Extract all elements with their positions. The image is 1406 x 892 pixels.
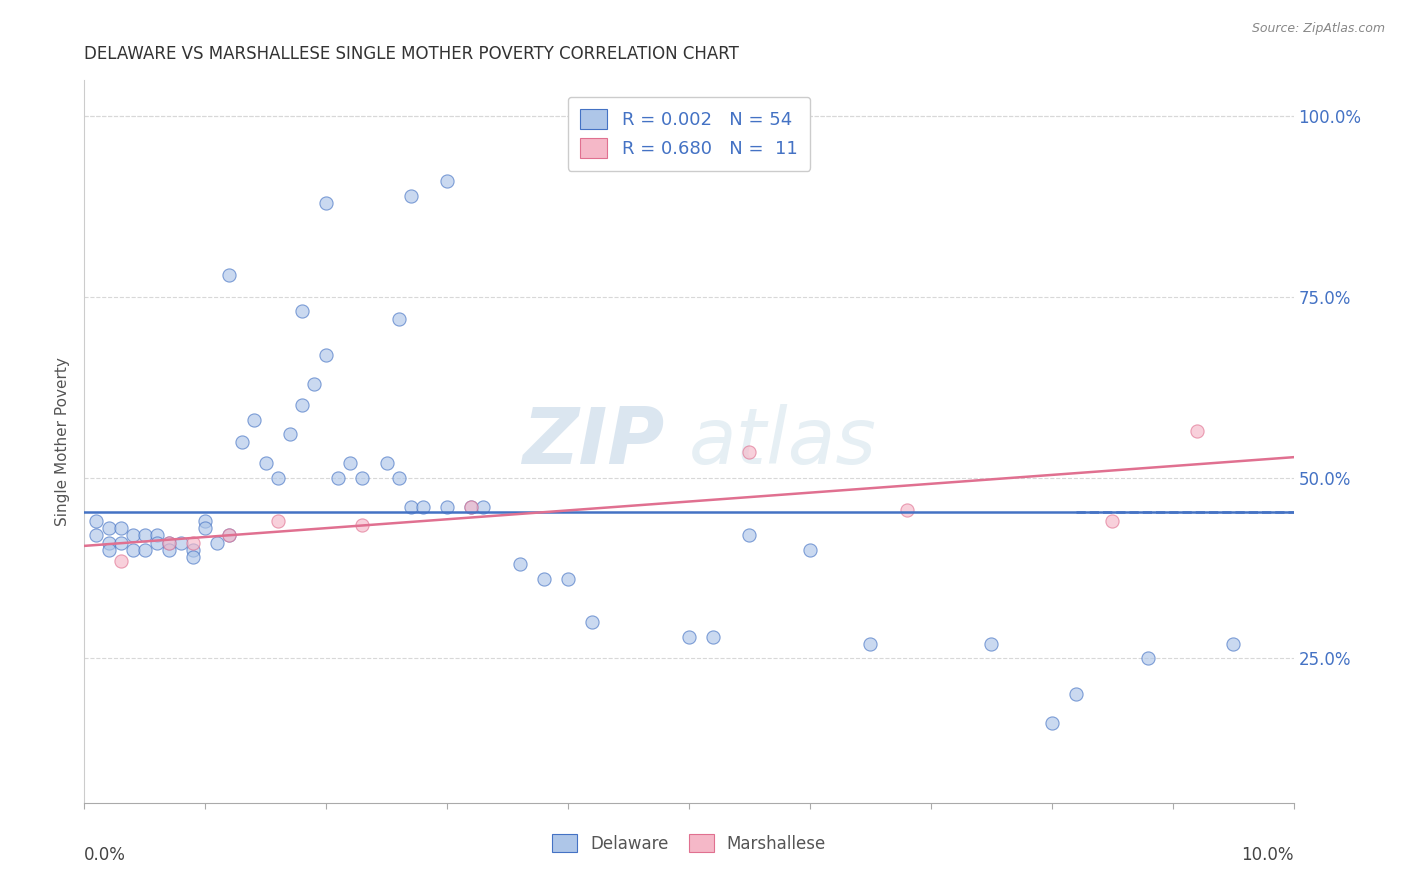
Point: [146, 528, 169, 542]
Point: [339, 456, 361, 470]
Point: [859, 637, 882, 651]
Point: [388, 311, 411, 326]
Point: [194, 514, 217, 528]
Point: [254, 456, 277, 470]
Legend: Delaware, Marshallese: Delaware, Marshallese: [546, 828, 832, 860]
Point: [146, 535, 169, 549]
Point: [581, 615, 603, 630]
Point: [352, 517, 374, 532]
Point: [375, 456, 398, 470]
Point: [436, 174, 458, 188]
Point: [267, 514, 290, 528]
Text: ZIP: ZIP: [523, 403, 665, 480]
Point: [157, 535, 180, 549]
Point: [121, 542, 143, 557]
Point: [980, 637, 1002, 651]
Point: [291, 304, 314, 318]
Point: [157, 535, 180, 549]
Point: [181, 542, 204, 557]
Point: [388, 471, 411, 485]
Point: [896, 503, 918, 517]
Point: [1222, 637, 1244, 651]
Point: [1185, 424, 1208, 438]
Point: [181, 550, 204, 565]
Point: [1137, 651, 1160, 665]
Text: DELAWARE VS MARSHALLESE SINGLE MOTHER POVERTY CORRELATION CHART: DELAWARE VS MARSHALLESE SINGLE MOTHER PO…: [84, 45, 740, 63]
Point: [242, 413, 264, 427]
Point: [134, 528, 156, 542]
Point: [121, 528, 143, 542]
Point: [194, 521, 217, 535]
Text: 0.0%: 0.0%: [84, 847, 127, 864]
Text: Source: ZipAtlas.com: Source: ZipAtlas.com: [1251, 22, 1385, 36]
Point: [278, 427, 301, 442]
Point: [399, 189, 422, 203]
Point: [460, 500, 482, 514]
Point: [472, 500, 495, 514]
Point: [97, 521, 120, 535]
Text: atlas: atlas: [689, 403, 877, 480]
Point: [207, 535, 229, 549]
Point: [218, 528, 240, 542]
Point: [231, 434, 253, 449]
Point: [110, 535, 132, 549]
Point: [328, 471, 350, 485]
Point: [291, 398, 314, 412]
Point: [315, 348, 337, 362]
Point: [352, 471, 374, 485]
Point: [557, 572, 579, 586]
Text: 10.0%: 10.0%: [1241, 847, 1294, 864]
Point: [302, 376, 325, 391]
Point: [97, 535, 120, 549]
Point: [738, 445, 761, 459]
Point: [157, 542, 180, 557]
Point: [533, 572, 555, 586]
Point: [86, 514, 108, 528]
Point: [678, 630, 700, 644]
Point: [267, 471, 290, 485]
Point: [799, 542, 821, 557]
Point: [1101, 514, 1123, 528]
Point: [134, 542, 156, 557]
Point: [218, 268, 240, 283]
Point: [170, 535, 193, 549]
Point: [218, 528, 240, 542]
Point: [702, 630, 724, 644]
Point: [110, 554, 132, 568]
Point: [399, 500, 422, 514]
Point: [436, 500, 458, 514]
Point: [1064, 687, 1087, 701]
Point: [110, 521, 132, 535]
Point: [86, 528, 108, 542]
Point: [315, 196, 337, 211]
Point: [509, 558, 531, 572]
Point: [460, 500, 482, 514]
Point: [738, 528, 761, 542]
Point: [97, 542, 120, 557]
Point: [181, 535, 204, 549]
Y-axis label: Single Mother Poverty: Single Mother Poverty: [55, 357, 70, 526]
Point: [412, 500, 434, 514]
Point: [1040, 716, 1063, 731]
